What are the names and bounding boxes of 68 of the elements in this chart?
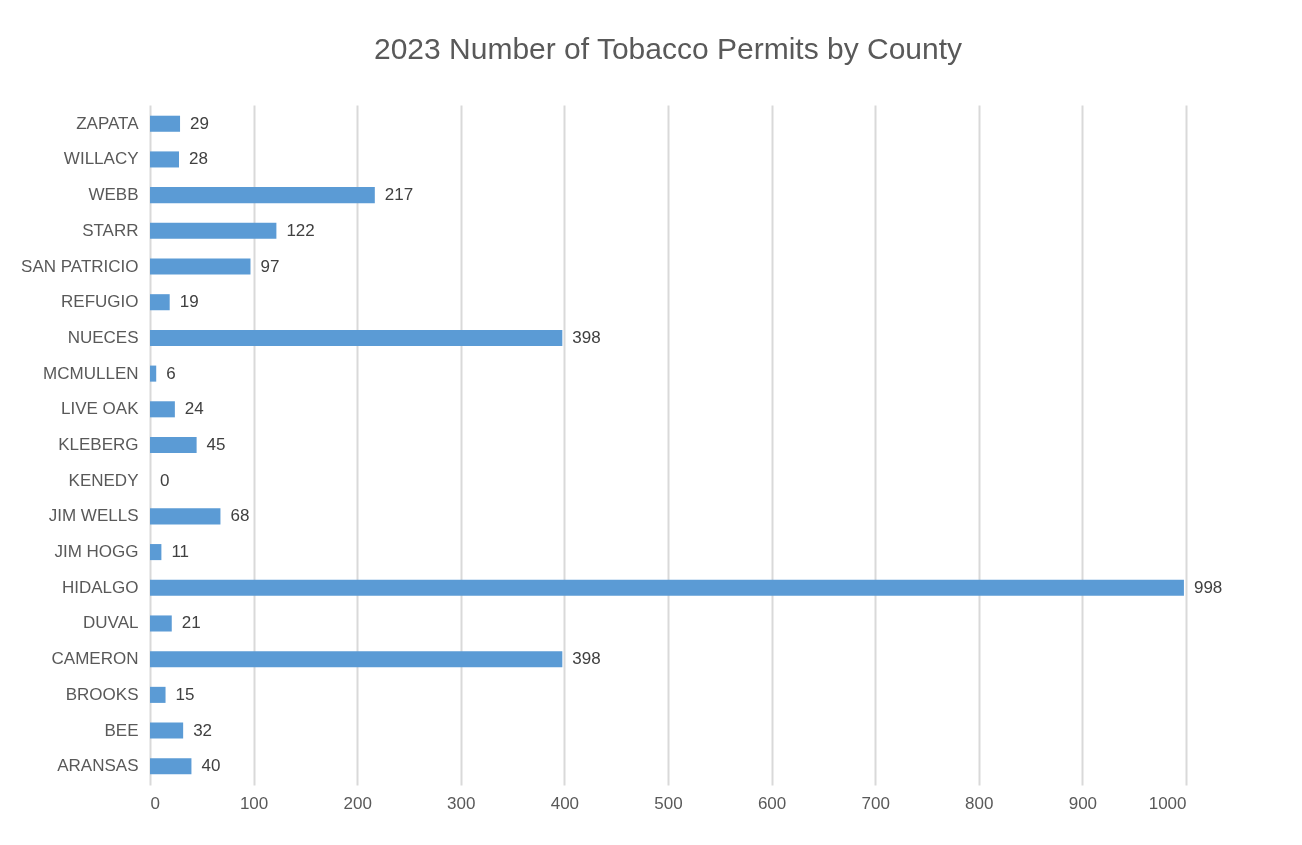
y-tick-label: NUECES	[67, 327, 139, 347]
data-label: 11	[171, 542, 190, 562]
data-label: 45	[206, 435, 226, 454]
bar	[150, 722, 184, 739]
x-tick-label: 0	[150, 793, 160, 813]
data-label: 398	[572, 327, 601, 347]
bar	[150, 544, 162, 561]
data-label: 24	[184, 399, 204, 419]
bar	[150, 187, 375, 204]
x-tick-label: 500	[654, 793, 683, 813]
data-label: 6	[166, 363, 176, 383]
y-tick-label: ZAPATA	[76, 113, 140, 133]
x-tick-label: 200	[343, 793, 372, 813]
y-tick-label: KLEBERG	[58, 435, 139, 454]
bar	[150, 151, 180, 168]
x-tick-label: 100	[239, 793, 269, 813]
y-tick-label: REFUGIO	[61, 292, 139, 312]
data-label: 15	[175, 684, 195, 704]
y-tick-label: CAMERON	[51, 649, 139, 669]
x-tick-label: 400	[550, 793, 580, 813]
bar	[150, 115, 181, 132]
y-tick-label: ARANSAS	[57, 756, 139, 776]
data-label: 122	[286, 220, 315, 240]
data-label: 29	[190, 113, 209, 133]
x-tick-label: 300	[447, 793, 476, 813]
y-tick-label: JIM HOGG	[54, 542, 139, 562]
bar	[150, 579, 1184, 596]
y-tick-label: BEE	[104, 720, 139, 740]
y-tick-label: BROOKS	[65, 684, 139, 704]
x-tick-label: 1000	[1148, 793, 1187, 813]
y-tick-label: MCMULLEN	[43, 363, 139, 383]
y-tick-label: STARR	[82, 220, 139, 240]
y-tick-label: JIM WELLS	[48, 506, 139, 526]
x-tick-label: 600	[757, 793, 787, 813]
bar	[150, 222, 277, 239]
bar	[150, 508, 221, 525]
y-tick-label: LIVE OAK	[61, 399, 140, 419]
y-tick-label: DUVAL	[83, 613, 139, 633]
x-tick-label: 900	[1068, 793, 1098, 813]
data-label: 97	[260, 256, 280, 276]
y-tick-label: SAN PATRICIO	[21, 256, 139, 276]
bar	[150, 651, 563, 668]
bar	[150, 329, 563, 346]
data-label: 0	[160, 470, 170, 490]
bar	[150, 365, 157, 382]
bar	[150, 758, 192, 775]
data-label: 28	[189, 149, 208, 169]
data-label: 21	[181, 613, 201, 633]
data-label: 19	[179, 292, 199, 312]
chart-title: 2023 Number of Tobacco Permits by County	[373, 32, 963, 65]
data-label: 32	[193, 720, 213, 740]
bar	[150, 401, 175, 418]
y-tick-label: HIDALGO	[61, 577, 139, 597]
bar	[150, 258, 251, 275]
data-label: 68	[230, 506, 250, 526]
x-tick-label: 700	[861, 793, 890, 813]
data-label: 217	[384, 185, 414, 205]
data-label: 398	[572, 649, 601, 669]
data-label: 40	[201, 756, 221, 776]
bar	[150, 436, 197, 454]
y-tick-label: WILLACY	[63, 149, 139, 169]
bar	[150, 615, 172, 632]
x-tick-label: 800	[965, 793, 994, 813]
bar	[150, 686, 166, 703]
data-label: 998	[1193, 577, 1223, 597]
y-tick-label: KENEDY	[68, 470, 139, 490]
bar	[150, 294, 170, 311]
y-tick-label: WEBB	[88, 185, 139, 205]
